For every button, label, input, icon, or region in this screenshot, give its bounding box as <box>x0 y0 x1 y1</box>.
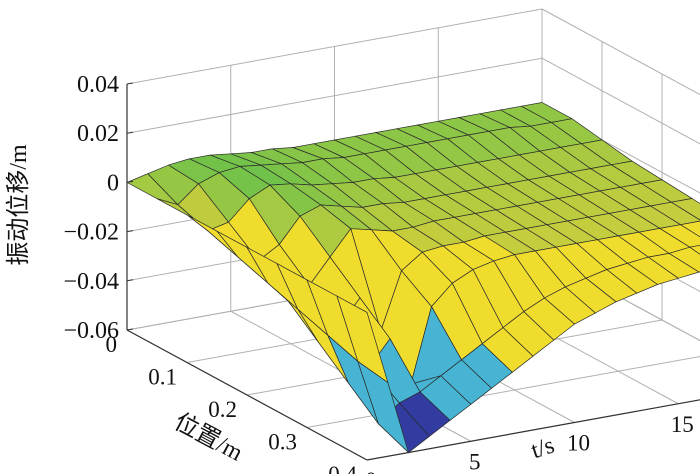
time-tick-label: 0 <box>365 468 377 474</box>
z-tick-mark <box>126 230 134 233</box>
z-tick-mark <box>126 328 134 331</box>
position-tick-label: 0 <box>106 332 118 357</box>
z-tick-label: 0 <box>107 170 119 196</box>
z-tick-mark <box>126 279 134 282</box>
x-axis-label: t/s <box>528 432 558 464</box>
time-tick-label: 5 <box>469 449 481 474</box>
z-tick-label: −0.02 <box>63 220 119 246</box>
z-tick-label: 0.04 <box>77 72 119 98</box>
time-axis-line <box>366 399 700 461</box>
surface-patch <box>336 295 389 384</box>
z-tick-label: −0.06 <box>63 318 119 344</box>
time-tick-label: 15 <box>671 412 694 437</box>
position-tick-label: 0.4 <box>328 462 357 474</box>
z-tick-mark <box>126 180 134 183</box>
z-tick-mark <box>126 131 134 134</box>
z-axis-label: 振动位移/m <box>5 144 32 266</box>
position-tick-label: 0.2 <box>208 397 237 422</box>
axes-box <box>126 82 700 461</box>
position-tick-label: 0.3 <box>268 430 297 455</box>
surface-patch <box>679 220 700 238</box>
z-tick-mark <box>126 82 134 85</box>
time-tick-label: 10 <box>567 431 590 456</box>
axis-labels: 振动位移/m 位置/m t/s 0.040.020−0.02−0.04−0.06… <box>5 72 694 474</box>
z-tick-label: 0.02 <box>77 121 119 147</box>
z-tick-label: −0.04 <box>63 269 119 295</box>
surface-mesh <box>126 102 700 454</box>
surface-patch <box>688 244 700 255</box>
position-tick-label: 0.1 <box>148 365 177 390</box>
position-axis-line <box>126 329 368 461</box>
